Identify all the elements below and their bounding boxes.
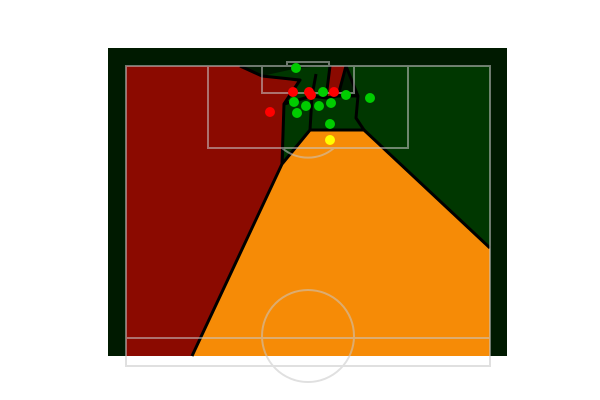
defender-marker (341, 90, 351, 100)
defender-marker (326, 98, 336, 108)
goal (286, 61, 330, 67)
region-border (344, 65, 366, 131)
defender-marker (325, 119, 335, 129)
control-regions (126, 66, 490, 356)
defending-control-pocket (262, 66, 364, 164)
defender-marker (292, 108, 302, 118)
attacking-control-region (126, 66, 300, 356)
defender-marker (291, 63, 301, 73)
defender-marker (318, 87, 328, 97)
region-border (239, 64, 302, 165)
defending-control-region (346, 66, 490, 248)
defender-marker (301, 101, 311, 111)
defender-marker (314, 101, 324, 111)
attacker-marker (288, 87, 298, 97)
region-border (336, 65, 348, 97)
pitch-markings (125, 61, 491, 383)
attacker-marker (265, 107, 275, 117)
attacker-marker (306, 90, 316, 100)
ball-marker (325, 135, 335, 145)
centre-circle (261, 289, 355, 383)
attacker-marker (329, 87, 339, 97)
ball-control-region (192, 130, 490, 356)
defender-marker (289, 97, 299, 107)
defender-marker (365, 93, 375, 103)
players (265, 63, 375, 145)
penalty-arc (281, 147, 335, 159)
